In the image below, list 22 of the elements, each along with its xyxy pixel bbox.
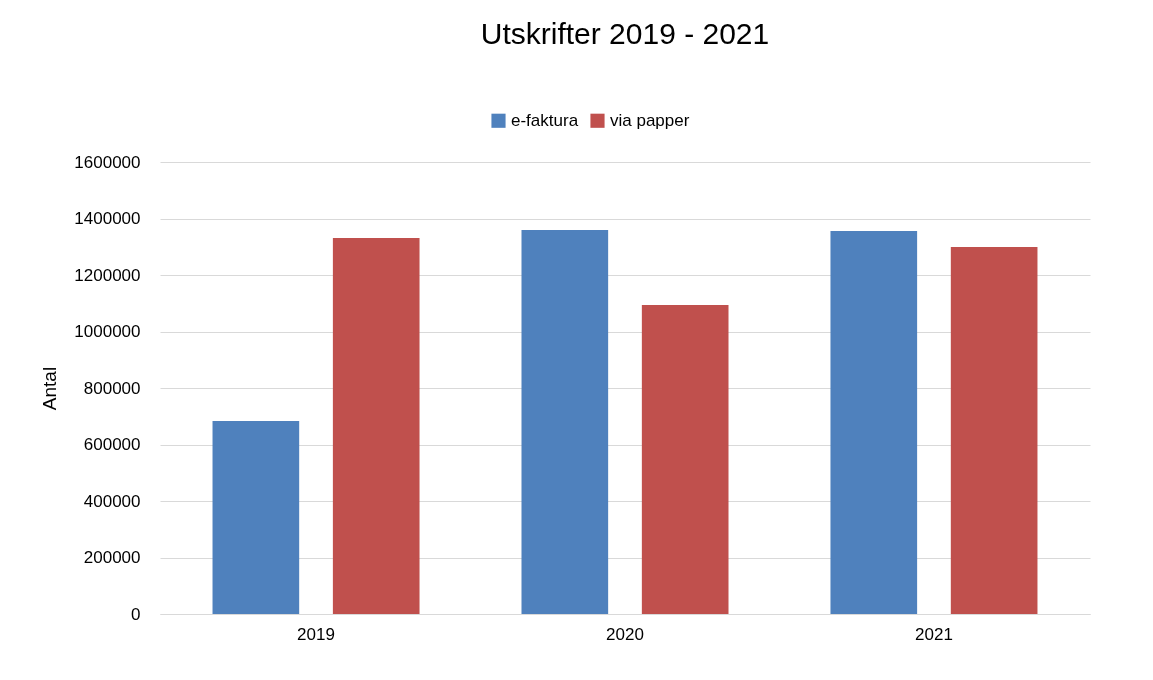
bar [950, 247, 1038, 614]
x-tick-label: 2019 [297, 624, 335, 644]
bar [521, 230, 609, 614]
y-tick-label: 1600000 [74, 152, 141, 172]
x-tick-label: 2021 [915, 624, 953, 644]
legend-label: via papper [610, 110, 690, 130]
bar [212, 421, 300, 614]
chart-title: Utskrifter 2019 - 2021 [480, 17, 770, 50]
y-tick-label: 600000 [83, 435, 141, 454]
x-tick-label: 2020 [606, 624, 644, 644]
y-tick-label: 1200000 [74, 265, 141, 285]
y-tick-label: 400000 [83, 491, 141, 511]
y-tick-label: 1400000 [74, 209, 141, 228]
y-tick-label: 200000 [83, 548, 141, 567]
y-tick-label: 1000000 [74, 322, 141, 341]
y-axis-title: Antal [39, 366, 61, 411]
y-tick-label: 800000 [83, 378, 141, 398]
bar [830, 230, 918, 614]
y-tick-label: 0 [131, 604, 141, 624]
bar [332, 237, 420, 614]
bar [641, 304, 729, 614]
legend-label: e-faktura [511, 110, 579, 130]
